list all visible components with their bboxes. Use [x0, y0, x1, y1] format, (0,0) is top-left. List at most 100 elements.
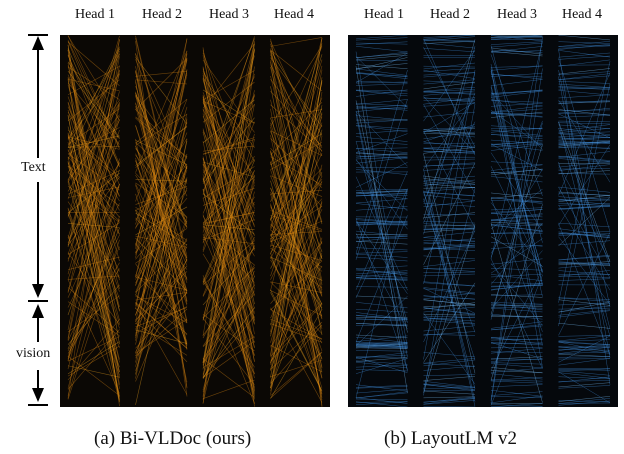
attention-line	[355, 203, 408, 210]
attention-line	[135, 132, 188, 255]
attention-line	[270, 290, 323, 316]
attention-line	[558, 161, 611, 337]
attention-line	[270, 124, 323, 230]
attention-line	[270, 43, 323, 223]
attention-line	[202, 70, 255, 101]
attention-line	[202, 130, 255, 241]
attention-line	[135, 294, 188, 335]
attention-line	[270, 175, 323, 295]
attention-line	[135, 53, 188, 278]
attention-line	[490, 125, 543, 130]
attention-line	[67, 38, 120, 399]
attention-line	[423, 47, 476, 147]
attention-line	[355, 271, 408, 278]
attention-line	[423, 111, 476, 118]
attention-line	[490, 236, 543, 267]
attention-line	[135, 38, 188, 337]
attention-line	[490, 274, 543, 406]
attention-line	[135, 99, 188, 229]
attention-line	[270, 168, 323, 220]
attention-line	[67, 279, 120, 394]
attention-line	[270, 204, 323, 352]
attention-line	[558, 121, 611, 330]
attention-line	[270, 37, 323, 365]
attention-line	[135, 71, 188, 302]
attention-line	[202, 98, 255, 390]
attention-line	[355, 347, 408, 349]
attention-line	[423, 46, 476, 235]
attention-line	[558, 197, 611, 247]
attention-line	[202, 102, 255, 221]
attention-line	[355, 72, 408, 79]
attention-line	[270, 45, 323, 127]
attention-line	[67, 50, 120, 200]
attention-line	[423, 103, 476, 396]
attention-line	[202, 40, 255, 337]
attention-line	[67, 91, 120, 275]
attention-line	[423, 365, 476, 371]
attention-line	[135, 117, 188, 170]
attention-line	[135, 92, 188, 225]
attention-line	[202, 89, 255, 124]
attention-line	[67, 39, 120, 246]
attention-line	[270, 224, 323, 272]
attention-line	[202, 177, 255, 343]
attention-line	[558, 354, 611, 357]
attention-line	[423, 282, 476, 363]
attention-line	[270, 62, 323, 245]
attention-line	[355, 369, 408, 372]
attention-line	[558, 400, 611, 406]
panel-a-head-2-lines	[135, 35, 188, 405]
attention-line	[270, 102, 323, 156]
attention-line	[423, 129, 476, 134]
attention-line	[490, 384, 543, 388]
attention-line	[355, 219, 408, 224]
attention-line	[558, 335, 611, 363]
attention-line	[490, 67, 543, 368]
attention-line	[67, 65, 120, 281]
attention-line	[558, 50, 611, 58]
attention-line	[270, 91, 323, 371]
attention-line	[67, 136, 120, 150]
attention-line	[355, 193, 408, 197]
attention-line	[423, 376, 476, 381]
attention-line	[202, 159, 255, 224]
attention-line	[558, 262, 611, 269]
attention-line	[135, 54, 188, 247]
attention-line	[270, 99, 323, 319]
attention-line	[67, 35, 120, 121]
attention-line	[490, 373, 543, 380]
attention-line	[135, 71, 188, 77]
attention-line	[67, 161, 120, 324]
attention-line	[270, 147, 323, 207]
attention-line	[202, 178, 255, 404]
attention-line	[202, 121, 255, 253]
attention-line	[423, 243, 476, 249]
attention-line	[558, 107, 611, 114]
attention-line	[355, 302, 408, 309]
attention-line	[202, 225, 255, 266]
attention-line	[202, 90, 255, 321]
attention-line	[490, 152, 543, 232]
attention-line	[558, 187, 611, 278]
attention-line	[270, 191, 323, 297]
attention-line	[67, 132, 120, 321]
attention-line	[135, 263, 188, 336]
attention-line	[270, 116, 323, 237]
attention-line	[202, 275, 255, 404]
attention-line	[355, 83, 408, 86]
attention-line	[67, 156, 120, 360]
attention-line	[558, 94, 611, 99]
attention-line	[270, 359, 323, 377]
attention-line	[202, 157, 255, 348]
attention-line	[270, 161, 323, 369]
attention-line	[202, 318, 255, 386]
attention-line	[202, 163, 255, 257]
attention-line	[202, 170, 255, 284]
attention-line	[558, 69, 611, 307]
attention-line	[67, 284, 120, 345]
attention-line	[202, 166, 255, 199]
attention-line	[67, 41, 120, 86]
attention-line	[490, 35, 543, 38]
attention-line	[558, 398, 611, 404]
